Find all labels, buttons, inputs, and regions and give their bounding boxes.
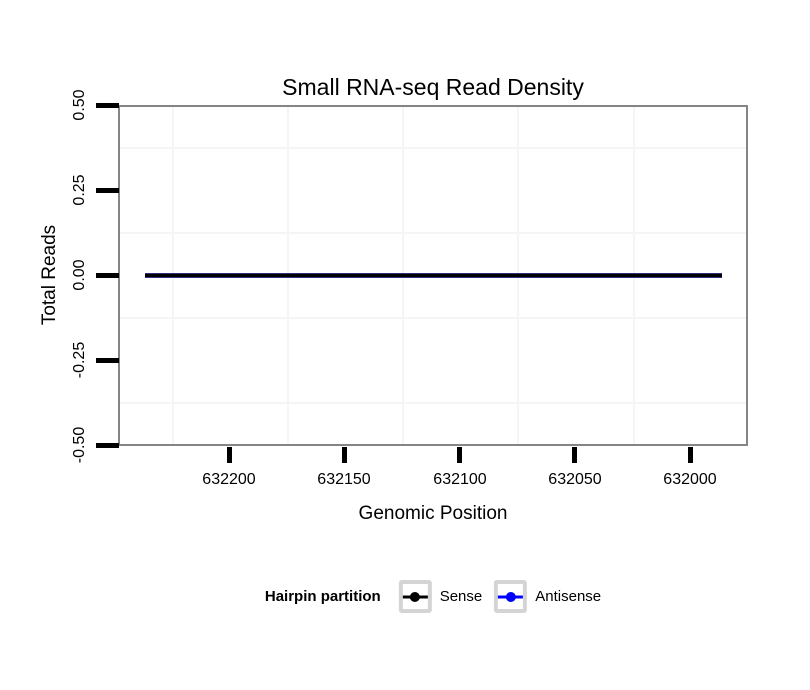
x-tick-label: 632150 — [317, 471, 371, 488]
x-tick-mark — [688, 447, 693, 463]
y-tick-mark — [96, 103, 119, 108]
legend-key-antisense — [494, 580, 528, 613]
x-tick-label: 632050 — [548, 471, 602, 488]
y-tick-label: 0.50 — [71, 89, 88, 121]
x-tick-mark — [457, 447, 462, 463]
y-tick-label: -0.25 — [71, 341, 88, 379]
y-tick-mark — [96, 273, 119, 278]
read-density-line — [145, 273, 722, 278]
x-tick-label: 632000 — [663, 471, 717, 488]
y-tick-mark — [96, 443, 119, 448]
legend-label-antisense: Antisense — [535, 588, 602, 605]
legend-label-sense: Sense — [439, 588, 483, 605]
chart-title: Small RNA-seq Read Density — [282, 74, 584, 100]
y-tick-label: 0.25 — [71, 174, 88, 206]
legend: Hairpin partition Sense Antisense — [265, 580, 601, 613]
minor-gridline-horizontal — [120, 147, 746, 149]
minor-gridline-horizontal — [120, 402, 746, 404]
x-tick-mark — [227, 447, 232, 463]
legend-title: Hairpin partition — [264, 588, 381, 605]
x-axis-title: Genomic Position — [358, 503, 508, 524]
x-tick-label: 632200 — [202, 471, 256, 488]
x-tick-mark — [342, 447, 347, 463]
x-tick-label: 632100 — [433, 471, 487, 488]
y-tick-mark — [96, 188, 119, 193]
y-tick-mark — [96, 358, 119, 363]
legend-key-sense — [398, 580, 432, 613]
y-tick-label: -0.50 — [71, 426, 88, 464]
minor-gridline-horizontal — [120, 232, 746, 234]
antisense-point-icon — [505, 591, 516, 602]
x-tick-mark — [572, 447, 577, 463]
y-axis-title: Total Reads — [39, 224, 60, 326]
y-tick-label: 0.00 — [71, 259, 88, 291]
sense-point-icon — [410, 591, 421, 602]
minor-gridline-horizontal — [120, 317, 746, 319]
